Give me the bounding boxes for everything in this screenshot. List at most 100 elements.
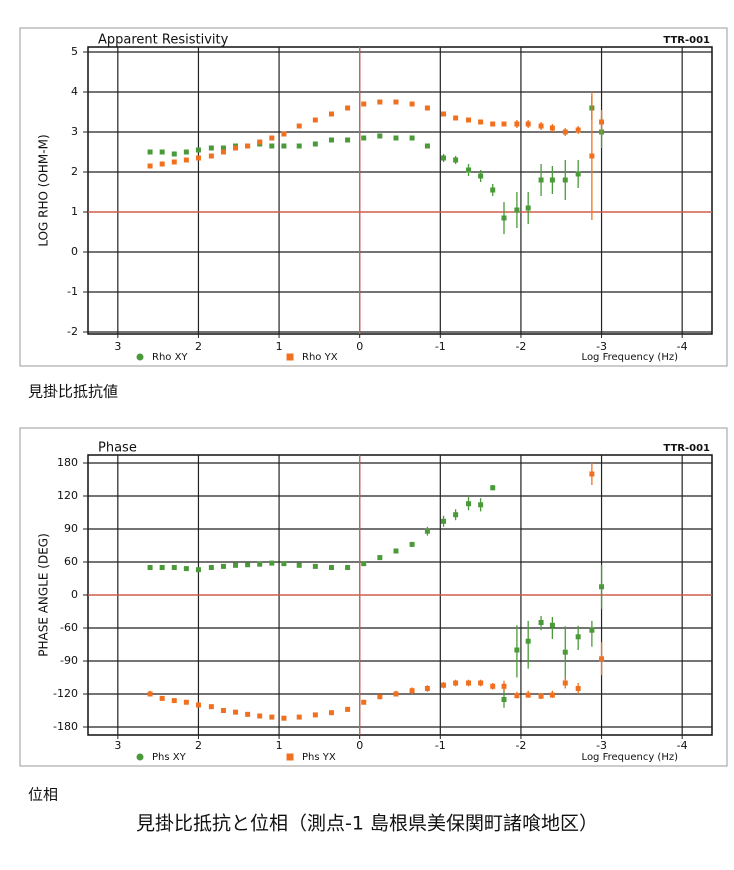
data-point xyxy=(409,135,415,141)
data-point xyxy=(441,111,447,117)
data-point xyxy=(525,121,531,127)
legend-marker xyxy=(136,753,144,761)
data-point xyxy=(183,699,189,705)
data-point xyxy=(195,567,201,573)
y-tick-label: 4 xyxy=(71,85,78,98)
x-tick-label: 2 xyxy=(195,340,202,353)
data-point xyxy=(453,680,459,686)
data-point xyxy=(562,680,568,686)
data-point xyxy=(147,149,153,155)
chart-frame xyxy=(19,427,728,767)
x-tick-label: 3 xyxy=(114,739,121,752)
data-point xyxy=(490,485,496,491)
legend-label: Rho YX xyxy=(302,352,338,363)
x-tick-label: 1 xyxy=(276,739,283,752)
caption: 見掛比抵抗値 xyxy=(28,383,118,401)
data-point xyxy=(361,101,367,107)
x-tick-label: 3 xyxy=(114,340,121,353)
data-point xyxy=(562,649,568,655)
data-point xyxy=(183,157,189,163)
data-point xyxy=(183,149,189,155)
data-point xyxy=(514,647,520,653)
data-point xyxy=(377,694,383,700)
x-tick-label: 0 xyxy=(356,739,363,752)
data-point xyxy=(269,560,275,566)
legend-label: Rho XY xyxy=(152,352,188,363)
data-point xyxy=(490,187,496,193)
data-point xyxy=(538,620,544,625)
data-point xyxy=(589,153,595,159)
data-point xyxy=(312,141,318,147)
data-point xyxy=(296,143,302,149)
data-point xyxy=(478,119,484,125)
data-point xyxy=(245,562,251,568)
data-point xyxy=(393,691,399,697)
data-point xyxy=(281,131,287,137)
data-point xyxy=(466,501,472,507)
x-axis-label: Log Frequency (Hz) xyxy=(582,352,679,363)
data-point xyxy=(490,121,496,127)
y-tick-label: -180 xyxy=(53,720,78,733)
data-point xyxy=(549,692,555,698)
data-point xyxy=(501,121,507,127)
data-point xyxy=(296,123,302,129)
data-point xyxy=(453,157,459,163)
data-point xyxy=(441,682,447,688)
y-tick-label: 0 xyxy=(71,588,78,601)
y-tick-label: -2 xyxy=(67,325,78,338)
data-point xyxy=(269,714,275,720)
data-point xyxy=(296,562,302,568)
data-point xyxy=(195,147,201,153)
caption: 位相 xyxy=(28,786,58,804)
y-tick-label: 0 xyxy=(71,245,78,258)
data-point xyxy=(409,688,415,694)
data-point xyxy=(328,137,334,143)
data-point xyxy=(312,117,318,123)
legend-label: Phs XY xyxy=(152,752,187,763)
x-tick-label: -3 xyxy=(596,340,607,353)
data-point xyxy=(220,708,226,713)
y-tick-label: -1 xyxy=(67,285,78,298)
x-tick-label: -4 xyxy=(677,739,688,752)
data-point xyxy=(599,119,605,125)
data-point xyxy=(589,471,595,477)
data-point xyxy=(257,561,263,567)
data-point xyxy=(514,121,520,127)
data-point xyxy=(220,149,226,155)
main-caption: 見掛比抵抗と位相（測点-1 島根県美保関町諸喰地区） xyxy=(136,813,598,835)
legend-marker xyxy=(286,353,294,361)
station-label: TTR-001 xyxy=(663,443,710,454)
data-point xyxy=(562,177,568,183)
data-point xyxy=(220,145,226,151)
data-point xyxy=(220,563,226,569)
data-point xyxy=(159,695,165,701)
data-point xyxy=(424,105,430,111)
chart-title: Apparent Resistivity xyxy=(98,33,229,48)
legend-label: Phs YX xyxy=(302,752,336,763)
data-point xyxy=(599,656,605,662)
data-point xyxy=(345,105,351,111)
data-point xyxy=(296,714,302,720)
legend-marker xyxy=(136,353,144,361)
data-point xyxy=(490,683,496,689)
y-tick-label: 180 xyxy=(57,456,78,469)
y-tick-label: 5 xyxy=(71,45,78,58)
y-tick-label: 60 xyxy=(64,555,78,568)
data-point xyxy=(233,709,239,715)
data-point xyxy=(562,129,568,135)
data-point xyxy=(281,143,287,149)
data-point xyxy=(328,565,334,570)
y-tick-label: 1 xyxy=(71,205,78,218)
data-point xyxy=(525,692,531,698)
data-point xyxy=(549,622,555,628)
y-tick-label: 90 xyxy=(64,522,78,535)
data-point xyxy=(312,712,318,718)
data-point xyxy=(599,584,605,590)
data-point xyxy=(501,215,507,221)
x-tick-label: -2 xyxy=(515,739,526,752)
data-point xyxy=(257,139,263,145)
data-point xyxy=(361,561,367,567)
data-point xyxy=(281,561,287,567)
data-point xyxy=(466,167,472,173)
